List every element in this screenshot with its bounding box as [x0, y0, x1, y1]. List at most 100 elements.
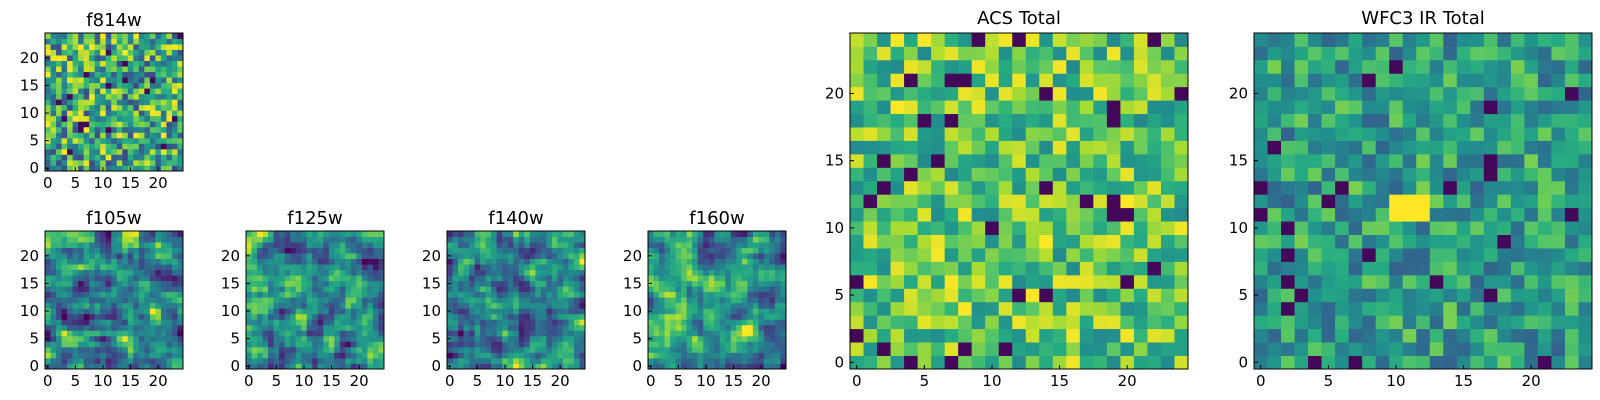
- heatmap-cell: [774, 352, 781, 359]
- heatmap-cell: [463, 269, 470, 276]
- heatmap-cell: [171, 137, 178, 144]
- heatmap-cell: [166, 38, 173, 45]
- heatmap-cell: [284, 313, 291, 320]
- heatmap-cell: [295, 291, 302, 298]
- heatmap-cell: [752, 346, 759, 353]
- heatmap-cell: [273, 253, 280, 259]
- heatmap-cell: [160, 66, 167, 73]
- heatmap-cell: [485, 264, 492, 271]
- heatmap-cell: [1093, 180, 1108, 195]
- heatmap-cell: [1120, 194, 1135, 209]
- heatmap-cell: [568, 258, 575, 265]
- heatmap-cell: [144, 143, 151, 150]
- heatmap-cell: [474, 346, 481, 353]
- heatmap-cell: [890, 301, 905, 316]
- heatmap-cell: [697, 286, 704, 293]
- y-tick-label: 10: [422, 302, 441, 320]
- heatmap-cell: [890, 33, 905, 47]
- heatmap-cell: [144, 44, 151, 50]
- heatmap-cell: [111, 264, 118, 271]
- heatmap-cell: [1456, 261, 1471, 276]
- heatmap-cell: [1106, 113, 1121, 128]
- heatmap-cell: [491, 291, 498, 298]
- heatmap-cell: [758, 247, 765, 254]
- heatmap-cell: [535, 324, 542, 331]
- heatmap-cell: [774, 247, 781, 254]
- heatmap-cell: [719, 352, 726, 359]
- x-tick-label: 0: [852, 372, 862, 390]
- heatmap-cell: [540, 286, 547, 293]
- heatmap-cell: [1416, 301, 1431, 316]
- heatmap-cell: [529, 242, 536, 248]
- heatmap-cell: [262, 308, 269, 315]
- heatmap-cell: [502, 319, 509, 326]
- heatmap-cell: [56, 291, 62, 298]
- heatmap-cell: [50, 55, 57, 61]
- heatmap-cell: [1564, 127, 1579, 141]
- heatmap-cell: [736, 280, 743, 287]
- heatmap-cell: [83, 302, 90, 309]
- heatmap-cell: [725, 242, 732, 248]
- heatmap-cell: [1106, 261, 1121, 276]
- heatmap-cell: [518, 330, 525, 337]
- heatmap-cell: [1012, 33, 1027, 47]
- heatmap-cell: [83, 313, 90, 320]
- heatmap-cell: [83, 236, 90, 243]
- heatmap-cell: [290, 258, 297, 265]
- heatmap-cell: [1308, 355, 1322, 370]
- heatmap-cell: [653, 313, 660, 320]
- heatmap-cell: [1483, 127, 1498, 141]
- heatmap-cell: [122, 341, 129, 348]
- y-tick-label: 20: [623, 247, 642, 265]
- heatmap-cell: [116, 302, 123, 309]
- heatmap-cell: [551, 242, 558, 248]
- heatmap-cell: [1321, 234, 1336, 249]
- heatmap-cell: [703, 242, 710, 248]
- heatmap-cell: [719, 308, 726, 315]
- heatmap-cell: [144, 33, 151, 39]
- heatmap-cell: [752, 302, 759, 309]
- heatmap-cell: [931, 207, 946, 222]
- heatmap-cell: [323, 341, 330, 348]
- heatmap-cell: [339, 324, 346, 331]
- heatmap-cell: [1321, 127, 1336, 141]
- heatmap-cell: [741, 363, 748, 370]
- heatmap-cell: [257, 269, 263, 276]
- heatmap-cell: [1470, 234, 1485, 249]
- heatmap-cell: [971, 221, 986, 235]
- heatmap-cell: [736, 264, 743, 271]
- heatmap-cell: [458, 269, 464, 276]
- heatmap-cell: [166, 291, 173, 298]
- heatmap-cell: [72, 357, 79, 364]
- heatmap-cell: [697, 313, 704, 320]
- heatmap-cell: [480, 357, 487, 364]
- heatmap-cell: [507, 269, 514, 276]
- heatmap-cell: [56, 99, 62, 106]
- heatmap-cell: [356, 264, 363, 271]
- heatmap-cell: [372, 324, 379, 331]
- heatmap-cell: [111, 71, 118, 78]
- heatmap-cell: [1281, 288, 1295, 303]
- heatmap-cell: [61, 341, 68, 348]
- heatmap-cell: [529, 302, 536, 309]
- heatmap-cell: [166, 346, 173, 353]
- heatmap-cell: [513, 324, 520, 331]
- heatmap-cell: [122, 33, 129, 39]
- heatmap-cell: [1106, 167, 1121, 182]
- heatmap-cell: [1093, 153, 1108, 168]
- heatmap-cell: [350, 253, 357, 259]
- heatmap-cell: [105, 319, 112, 326]
- heatmap-cell: [1578, 33, 1593, 47]
- heatmap-cell: [719, 264, 726, 271]
- heatmap-cell: [116, 143, 123, 150]
- heatmap-cell: [1470, 86, 1485, 101]
- heatmap-cell: [458, 286, 464, 293]
- heatmap-cell: [122, 88, 129, 95]
- y-tick-label: 15: [623, 274, 642, 292]
- heatmap-cell: [284, 275, 291, 282]
- heatmap-cell: [1362, 153, 1377, 168]
- heatmap-cell: [562, 297, 569, 304]
- heatmap-cell: [659, 242, 665, 248]
- heatmap-cell: [529, 286, 536, 293]
- heatmap-cell: [890, 180, 905, 195]
